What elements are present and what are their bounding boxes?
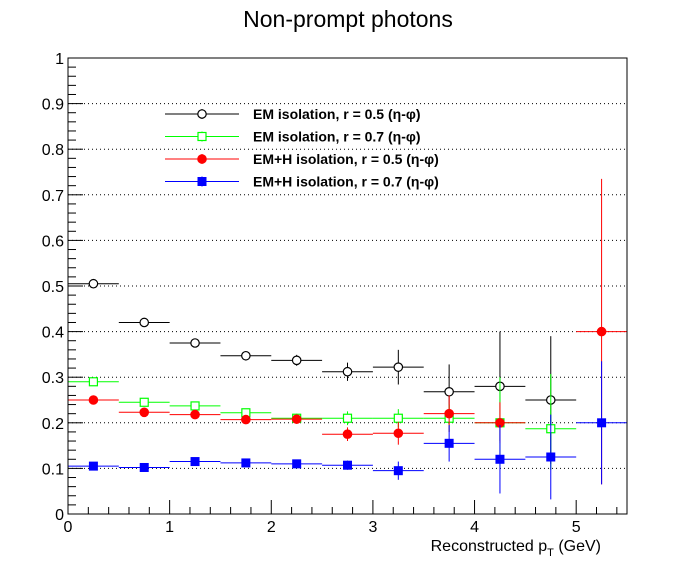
x-tick-label: 3 — [368, 519, 377, 536]
chart-title: Non-prompt photons — [243, 6, 453, 32]
data-point — [190, 338, 200, 348]
data-point — [393, 466, 403, 476]
legend-marker — [197, 109, 207, 119]
data-point — [393, 413, 403, 423]
data-point — [190, 401, 200, 411]
legend-entry-1: EM isolation, r = 0.5 (η-φ) — [165, 106, 421, 122]
y-tick-label: 0.2 — [42, 416, 64, 433]
legend-label: EM+H isolation, r = 0.5 (η-φ) — [253, 151, 439, 167]
x-tick-label: 1 — [165, 519, 174, 536]
legend-entry-3: EM+H isolation, r = 0.5 (η-φ) — [165, 151, 439, 167]
data-point — [342, 429, 353, 440]
data-point — [139, 462, 149, 472]
data-point — [495, 454, 505, 464]
data-point — [88, 395, 99, 405]
data-point — [241, 458, 251, 468]
data-point — [190, 409, 200, 420]
data-point — [139, 397, 149, 407]
x-axis-label-unit: (GeV) — [554, 538, 601, 555]
data-point — [597, 418, 607, 428]
x-axis-label-subscript: T — [547, 547, 554, 559]
x-axis-label-main: Reconstructed p — [431, 538, 548, 555]
data-point — [139, 407, 150, 418]
y-tick-label: 0.9 — [42, 97, 64, 114]
legend-marker — [197, 154, 207, 164]
data-point — [444, 408, 454, 419]
data-point — [88, 461, 98, 471]
y-tick-label: 0.6 — [42, 233, 64, 250]
plot-frame — [67, 57, 628, 515]
y-tick-label: 0.4 — [42, 325, 64, 342]
series-3 — [68, 178, 627, 485]
y-tick-label: 0.3 — [42, 370, 64, 387]
data-point — [291, 414, 302, 424]
data-point — [393, 362, 404, 372]
data-point — [342, 413, 353, 423]
data-point — [241, 350, 251, 361]
data-point — [88, 278, 99, 289]
y-tick-label: 0.1 — [42, 461, 64, 478]
y-tick-label: 0 — [55, 507, 64, 524]
data-point — [546, 452, 556, 462]
data-point — [596, 326, 607, 337]
legend-label: EM isolation, r = 0.5 (η-φ) — [253, 106, 421, 122]
legend-label: EM isolation, r = 0.7 (η-φ) — [253, 129, 421, 145]
legend-marker — [197, 177, 207, 186]
data-layer — [68, 178, 627, 500]
data-point — [444, 386, 454, 397]
x-tick-label: 0 — [64, 519, 73, 536]
x-tick-label: 4 — [470, 519, 479, 536]
legend-entry-2: EM isolation, r = 0.7 (η-φ) — [165, 129, 421, 145]
axes: 0 0.1 0.2 0.3 0.4 0.5 0.6 0.7 0.8 0.9 1 0 1 2 3 4 5 — [42, 51, 618, 536]
data-point — [393, 428, 404, 439]
data-point — [291, 355, 302, 366]
y-tick-label: 0.7 — [42, 188, 64, 205]
y-tick-label: 0.5 — [42, 279, 64, 296]
data-point — [190, 457, 200, 467]
data-point — [342, 366, 353, 377]
x-axis-label: Reconstructed pT (GeV) — [431, 538, 601, 559]
data-point — [88, 377, 99, 387]
data-point — [444, 438, 454, 448]
y-tick-label: 1 — [55, 51, 64, 68]
series-4 — [68, 361, 627, 500]
data-point — [343, 460, 352, 470]
legend-label: EM+H isolation, r = 0.7 (η-φ) — [253, 174, 439, 190]
x-tick-label: 5 — [572, 519, 581, 536]
data-point — [139, 317, 150, 328]
data-point — [241, 414, 251, 425]
y-tick-label: 0.8 — [42, 142, 64, 159]
legend: EM isolation, r = 0.5 (η-φ) EM isolation,… — [165, 106, 439, 190]
data-point — [292, 459, 302, 469]
x-tick-label: 2 — [267, 519, 276, 536]
legend-marker — [197, 131, 207, 142]
legend-entry-4: EM+H isolation, r = 0.7 (η-φ) — [165, 174, 439, 190]
